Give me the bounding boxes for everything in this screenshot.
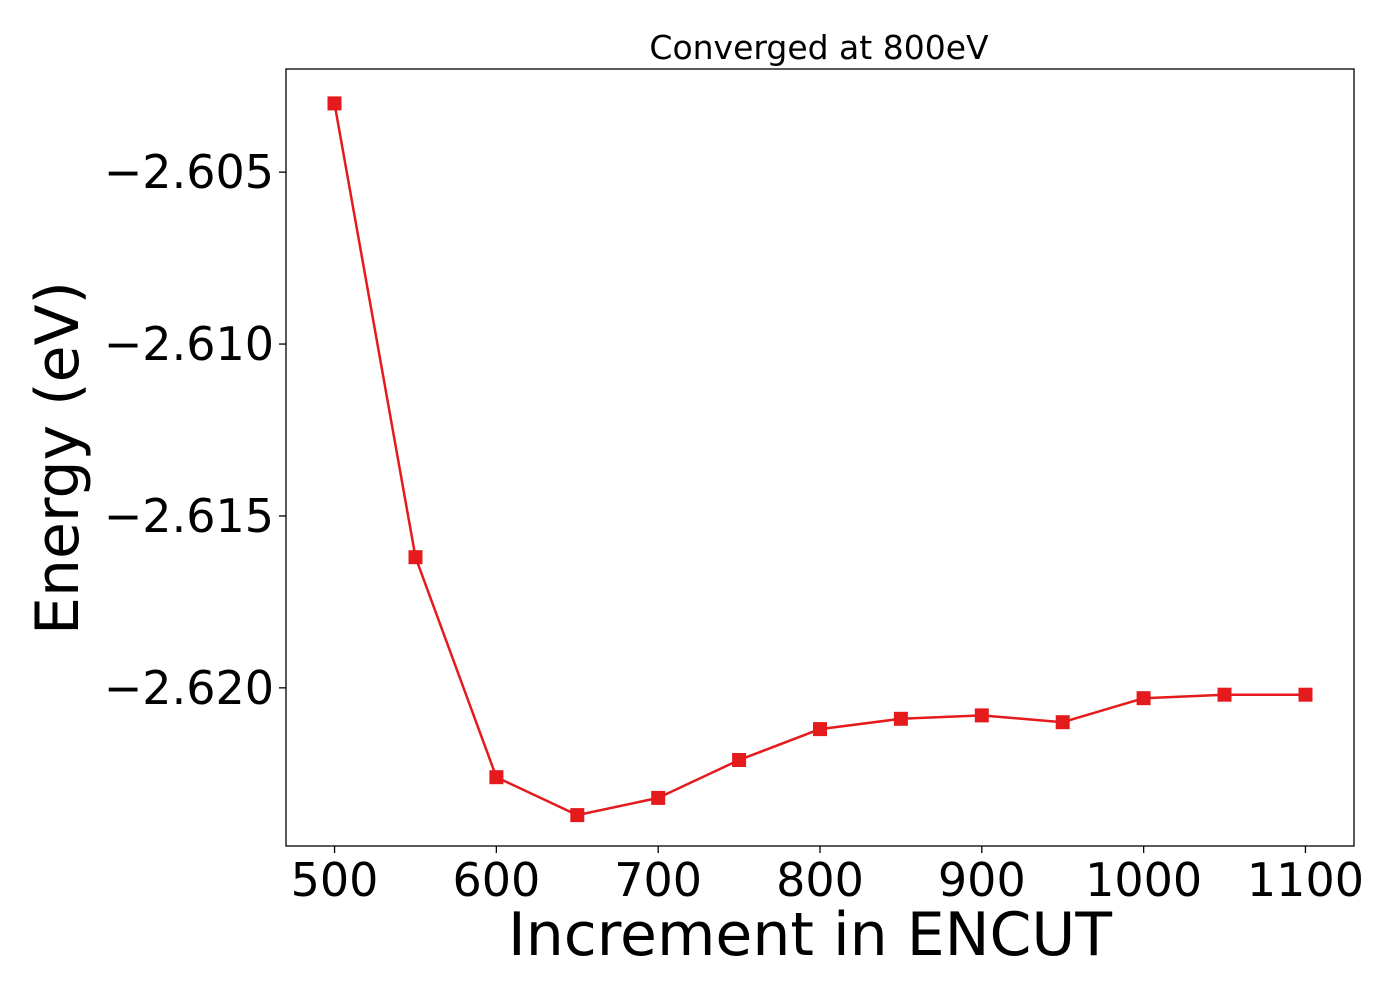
- data-point: [408, 550, 423, 565]
- data-point: [813, 722, 827, 737]
- y-tick-label: −2.615: [104, 489, 274, 543]
- data-point: [327, 96, 342, 111]
- data-point: [1055, 715, 1070, 730]
- data-point: [1298, 687, 1313, 702]
- x-tick-label: 800: [776, 853, 864, 907]
- x-tick-label: 700: [614, 853, 702, 907]
- data-point: [1217, 687, 1232, 702]
- data-point: [651, 790, 666, 805]
- chart-title: Converged at 800eV: [649, 28, 989, 67]
- data-point: [489, 770, 504, 785]
- data-point: [974, 708, 989, 723]
- data-point: [1136, 691, 1151, 706]
- x-tick-label: 600: [452, 853, 540, 907]
- y-tick-label: −2.620: [104, 661, 274, 715]
- x-tick-label: 1100: [1247, 853, 1364, 907]
- data-point: [893, 711, 908, 726]
- y-tick-label: −2.605: [104, 145, 274, 199]
- x-tick-label: 500: [291, 853, 379, 907]
- data-point: [570, 808, 585, 823]
- plot-frame: [285, 68, 1355, 847]
- y-axis-title: Energy (eV): [23, 281, 93, 635]
- y-tick-label: −2.610: [104, 317, 274, 371]
- x-tick-label: 900: [938, 853, 1026, 907]
- series-line: [333, 103, 1306, 817]
- x-axis-title: Increment in ENCUT: [508, 900, 1112, 970]
- plot-area: [327, 96, 1313, 823]
- x-axis: 500 600 700 800 900 1000 1100: [291, 846, 1364, 907]
- y-axis: −2.605 −2.610 −2.615 −2.620: [104, 145, 286, 715]
- x-tick-label: 1000: [1085, 853, 1202, 907]
- data-point: [732, 753, 747, 767]
